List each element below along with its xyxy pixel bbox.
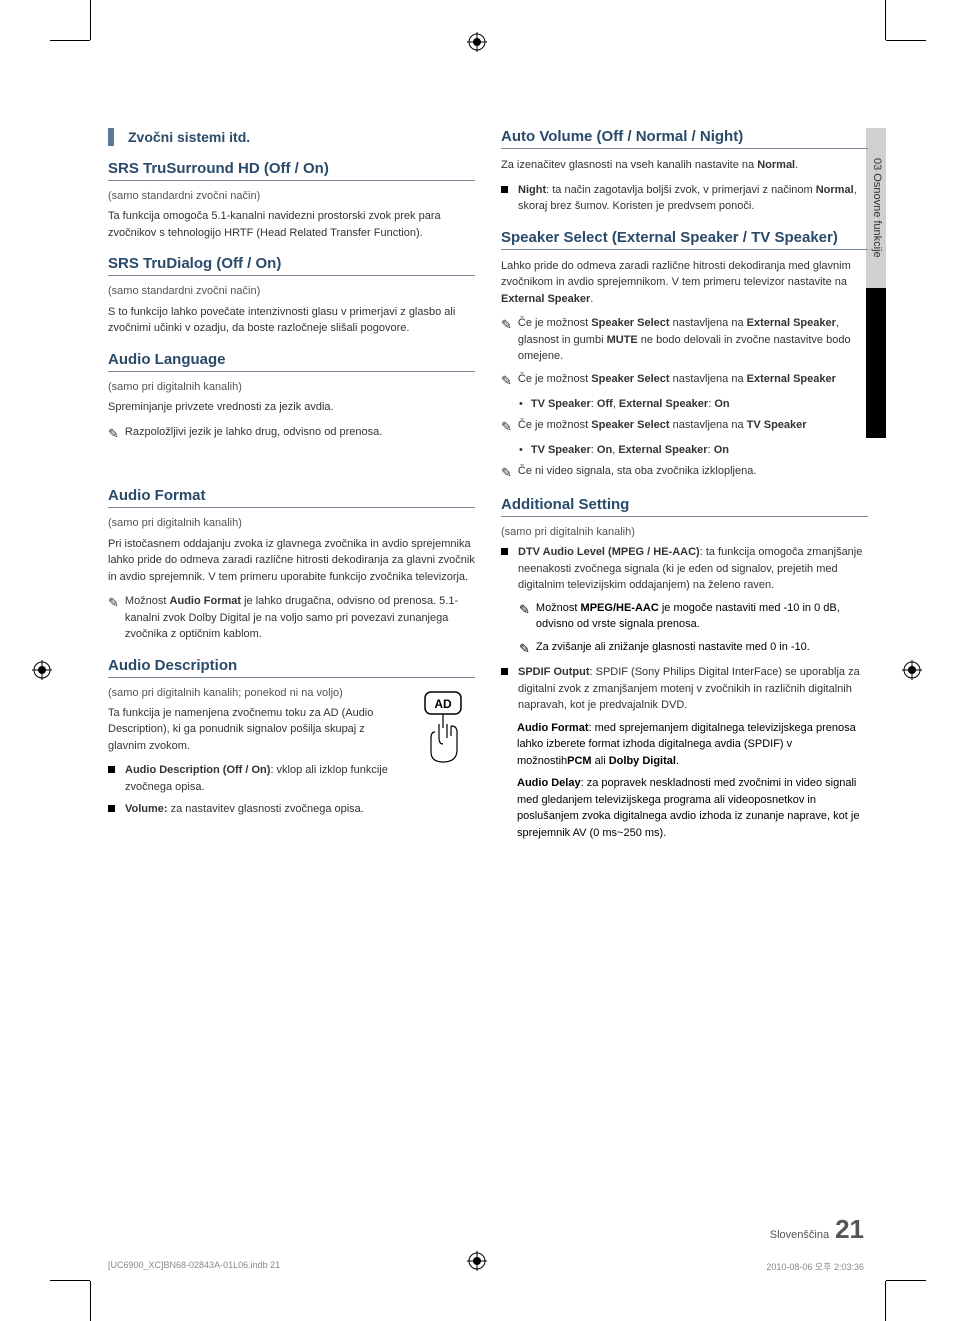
note-icon: ✎ [501, 315, 512, 365]
subsection-srs-trusurround: SRS TruSurround HD (Off / On) [108, 160, 475, 181]
page-footer: Slovenščina 21 [770, 1214, 864, 1245]
note-text: Možnost MPEG/HE-AAC je mogoče nastaviti … [536, 600, 868, 633]
note-text: Če je možnost Speaker Select nastavljena… [518, 315, 868, 365]
side-tab-label: 03 Osnovne funkcije [866, 128, 886, 288]
dot-icon: • [519, 442, 523, 459]
note-text: Če ni video signala, sta oba zvočnika iz… [518, 463, 756, 483]
side-tab: 03 Osnovne funkcije [866, 128, 886, 438]
note-item: ✎ Če je možnost Speaker Select nastavlje… [501, 315, 868, 365]
note-text: Če je možnost Speaker Select nastavljena… [518, 417, 807, 437]
footer-language: Slovenščina [770, 1229, 829, 1241]
subsection-additional-setting: Additional Setting [501, 496, 868, 517]
indent-note: ✎ Možnost MPEG/HE-AAC je mogoče nastavit… [519, 600, 868, 633]
registration-mark-icon [32, 660, 52, 680]
indent-note: ✎ Za zvišanje ali znižanje glasnosti nas… [519, 639, 868, 659]
footer-page-number: 21 [835, 1214, 864, 1245]
subsection-audio-description: Audio Description [108, 657, 475, 678]
bullet-item: SPDIF Output: SPDIF (Sony Philips Digita… [501, 664, 868, 714]
sub-bullet: • TV Speaker: On, External Speaker: On [519, 442, 868, 459]
body-text: S to funkcijo lahko povečate intenzivnos… [108, 304, 475, 337]
crop-mark [886, 40, 926, 41]
side-tab-marker [866, 288, 886, 438]
note-text: Razpoložljivi jezik je lahko drug, odvis… [125, 424, 382, 444]
crop-mark [90, 1281, 91, 1321]
note-item: ✎ Če je možnost Speaker Select nastavlje… [501, 371, 868, 391]
print-timestamp: 2010-08-06 오후 2:03:36 [766, 1260, 864, 1273]
subsection-audio-language: Audio Language [108, 351, 475, 372]
subsection-audio-format: Audio Format [108, 487, 475, 508]
registration-mark-icon [467, 32, 487, 52]
subsection-speaker-select: Speaker Select (External Speaker / TV Sp… [501, 229, 868, 250]
crop-mark [50, 1280, 90, 1281]
note-text: Če je možnost Speaker Select nastavljena… [518, 371, 836, 391]
left-column: Zvočni sistemi itd. SRS TruSurround HD (… [108, 128, 475, 847]
svg-text:AD: AD [434, 697, 452, 711]
bullet-icon [108, 766, 115, 773]
sub-bullet-text: TV Speaker: Off, External Speaker: On [531, 396, 730, 413]
body-text: Pri istočasnem oddajanju zvoka iz glavne… [108, 536, 475, 586]
note-icon: ✎ [501, 417, 512, 437]
crop-mark [50, 40, 90, 41]
note-icon: ✎ [108, 424, 119, 444]
note-text: Za zvišanje ali znižanje glasnosti nasta… [536, 639, 810, 659]
note-item: ✎ Možnost Audio Format je lahko drugačna… [108, 593, 475, 643]
bullet-text: Volume: za nastavitev glasnosti zvočnega… [125, 801, 364, 818]
crop-mark [886, 1280, 926, 1281]
bullet-item: Night: ta način zagotavlja boljši zvok, … [501, 182, 868, 215]
bullet-item: DTV Audio Level (MPEG / HE-AAC): ta funk… [501, 544, 868, 594]
bullet-text: DTV Audio Level (MPEG / HE-AAC): ta funk… [518, 544, 868, 594]
body-text: Ta funkcija omogoča 5.1-kanalni navidezn… [108, 208, 475, 241]
bullet-icon [108, 805, 115, 812]
section-title: Zvočni sistemi itd. [128, 129, 250, 145]
sub-bullet-text: TV Speaker: On, External Speaker: On [531, 442, 729, 459]
note-item: ✎ Razpoložljivi jezik je lahko drug, odv… [108, 424, 475, 444]
body-text: Lahko pride do odmeva zaradi različne hi… [501, 258, 868, 308]
bullet-icon [501, 548, 508, 555]
body-text: Spreminjanje privzete vrednosti za jezik… [108, 399, 475, 416]
bullet-item: Audio Description (Off / On): vklop ali … [108, 762, 405, 795]
subsection-srs-trudialog: SRS TruDialog (Off / On) [108, 255, 475, 276]
sub-bullet: • TV Speaker: Off, External Speaker: On [519, 396, 868, 413]
note-icon: ✎ [501, 371, 512, 391]
indent-text: Audio Delay: za popravek neskladnosti me… [517, 775, 868, 841]
note-item: ✎ Če ni video signala, sta oba zvočnika … [501, 463, 868, 483]
ad-hand-icon: AD [415, 690, 475, 775]
bullet-icon [501, 186, 508, 193]
bullet-text: Night: ta način zagotavlja boljši zvok, … [518, 182, 868, 215]
section-bar-icon [108, 128, 114, 146]
crop-mark [885, 1281, 886, 1321]
print-filename: [UC6900_XC]BN68-02843A-01L06.indb 21 [108, 1260, 280, 1273]
crop-mark [90, 0, 91, 40]
note-text: (samo pri digitalnih kanalih) [501, 525, 868, 540]
note-icon: ✎ [519, 600, 530, 633]
page-content: Zvočni sistemi itd. SRS TruSurround HD (… [108, 128, 868, 847]
section-header: Zvočni sistemi itd. [108, 128, 475, 146]
registration-mark-icon [902, 660, 922, 680]
body-text: Za izenačitev glasnosti na vseh kanalih … [501, 157, 868, 174]
note-text: (samo pri digitalnih kanalih) [108, 516, 475, 531]
right-column: Auto Volume (Off / Normal / Night) Za iz… [501, 128, 868, 847]
bullet-icon [501, 668, 508, 675]
crop-mark [885, 0, 886, 40]
note-text: (samo pri digitalnih kanalih) [108, 380, 475, 395]
note-icon: ✎ [519, 639, 530, 659]
dot-icon: • [519, 396, 523, 413]
note-text: (samo standardni zvočni način) [108, 284, 475, 299]
bullet-text: Audio Description (Off / On): vklop ali … [125, 762, 405, 795]
note-icon: ✎ [501, 463, 512, 483]
note-text: (samo standardni zvočni način) [108, 189, 475, 204]
bullet-item: Volume: za nastavitev glasnosti zvočnega… [108, 801, 475, 818]
subsection-auto-volume: Auto Volume (Off / Normal / Night) [501, 128, 868, 149]
note-icon: ✎ [108, 593, 119, 643]
indent-text: Audio Format: med sprejemanjem digitalne… [517, 720, 868, 770]
print-footer: [UC6900_XC]BN68-02843A-01L06.indb 21 201… [108, 1260, 864, 1273]
note-text: Možnost Audio Format je lahko drugačna, … [125, 593, 475, 643]
bullet-text: SPDIF Output: SPDIF (Sony Philips Digita… [518, 664, 868, 714]
note-item: ✎ Če je možnost Speaker Select nastavlje… [501, 417, 868, 437]
